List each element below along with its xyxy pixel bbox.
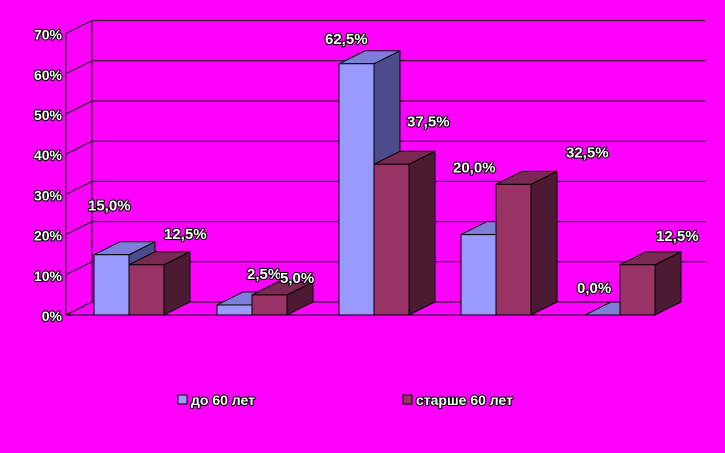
data-label: 20,0% — [453, 160, 496, 177]
gridline-side — [65, 221, 93, 236]
bar-front — [460, 234, 497, 316]
gridline-side — [65, 60, 93, 75]
bar-front — [93, 254, 130, 316]
gridline-side — [65, 100, 93, 115]
bar-front — [619, 264, 656, 316]
data-label: 2,5% — [247, 266, 281, 283]
data-label: 37,5% — [407, 113, 450, 130]
gridline-side — [65, 140, 93, 155]
bar — [495, 170, 558, 316]
bar — [619, 250, 682, 316]
gridline-side — [65, 180, 93, 195]
bar-side — [530, 170, 558, 316]
bar-front — [251, 294, 288, 316]
legend-label: старше 60 лет — [416, 392, 513, 408]
data-label: 15,0% — [88, 198, 131, 215]
legend-swatch — [177, 394, 188, 405]
data-label: 32,5% — [566, 144, 609, 161]
y-tick-label: 60% — [34, 67, 63, 83]
legend-label: до 60 лет — [191, 392, 255, 408]
data-label: 62,5% — [325, 31, 368, 48]
y-tick-label: 0% — [42, 308, 63, 324]
bar-front — [338, 63, 375, 316]
data-label: 12,5% — [164, 226, 207, 243]
gridline-side — [65, 20, 93, 35]
y-tick-label: 20% — [34, 228, 63, 244]
data-label: 0,0% — [577, 280, 611, 297]
bar-side — [408, 150, 436, 316]
data-label: 12,5% — [656, 228, 699, 245]
y-tick-label: 40% — [34, 147, 63, 163]
y-tick-label: 70% — [34, 27, 63, 43]
y-tick-label: 10% — [34, 268, 63, 284]
y-tick-label: 30% — [34, 187, 63, 203]
data-label: 5,0% — [280, 270, 314, 287]
bar — [373, 150, 436, 316]
bar — [128, 250, 191, 316]
bar — [251, 281, 314, 316]
bar-front — [373, 163, 410, 316]
floor-side — [65, 301, 93, 316]
bar-front — [216, 304, 253, 316]
bar-front — [495, 183, 532, 316]
legend-swatch — [402, 394, 413, 405]
y-tick-label: 50% — [34, 107, 63, 123]
gridline-side — [65, 261, 93, 276]
bar-front — [128, 264, 165, 316]
